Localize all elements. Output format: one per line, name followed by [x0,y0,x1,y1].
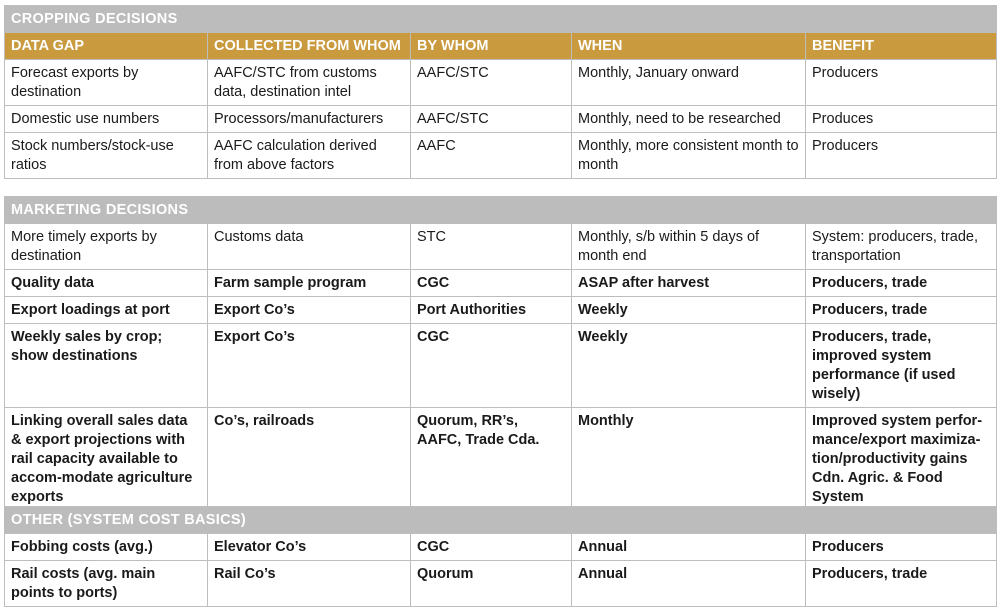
table-row: Quality data Farm sample program CGC ASA… [4,269,998,297]
section-title-other: OTHER (SYSTEM COST BASICS) [3,506,998,534]
cell-benefit: Producers, trade [804,560,998,607]
cell-data-gap: Domestic use numbers [4,105,208,133]
table-row: Rail costs (avg. main points to ports) R… [4,560,998,607]
cell-benefit: Produces [804,105,998,133]
cell-collected-from: Rail Co’s [207,560,411,607]
cell-when: Annual [571,533,806,561]
cell-by-whom: Port Authorities [410,296,572,324]
cell-when: ASAP after harvest [571,269,806,297]
table-row: Forecast exports by destination AAFC/STC… [4,59,998,106]
table-row: Fobbing costs (avg.) Elevator Co’s CGC A… [4,533,998,561]
table-row: Linking overall sales data & export proj… [4,407,998,511]
cell-collected-from: Co’s, railroads [207,407,411,511]
section-title-cropping: CROPPING DECISIONS [3,5,998,33]
table-row: Stock numbers/stock-use ratios AAFC calc… [4,132,998,179]
cell-collected-from: Farm sample program [207,269,411,297]
cell-data-gap: More timely exports by destination [4,223,208,270]
table-row: Weekly sales by crop; show destinations … [4,323,998,408]
cell-collected-from: AAFC/STC from customs data, destination … [207,59,411,106]
marketing-decisions-table: MARKETING DECISIONS More timely exports … [3,196,998,511]
cell-by-whom: AAFC/STC [410,105,572,133]
column-header-data-gap: DATA GAP [4,32,208,60]
cell-by-whom: STC [410,223,572,270]
cell-collected-from: Elevator Co’s [207,533,411,561]
column-header-collected-from: COLLECTED FROM WHOM [207,32,411,60]
cropping-decisions-table: CROPPING DECISIONS DATA GAP COLLECTED FR… [3,5,998,179]
cell-data-gap: Export loadings at port [4,296,208,324]
cell-benefit: Improved system perfor-mance/export maxi… [804,407,998,511]
cell-when: Weekly [571,323,806,408]
cell-when: Monthly, more consistent month to month [571,132,806,179]
cell-by-whom: Quorum, RR’s, AAFC, Trade Cda. [410,407,572,511]
cell-collected-from: AAFC calculation derived from above fact… [207,132,411,179]
cell-data-gap: Stock numbers/stock-use ratios [4,132,208,179]
column-header-when: WHEN [571,32,806,60]
cell-benefit: Producers [804,533,998,561]
cell-by-whom: Quorum [410,560,572,607]
column-header-by-whom: BY WHOM [410,32,572,60]
table-row: More timely exports by destination Custo… [4,223,998,270]
column-header-benefit: BENEFIT [804,32,998,60]
cell-by-whom: CGC [410,269,572,297]
cell-data-gap: Forecast exports by destination [4,59,208,106]
cell-by-whom: CGC [410,323,572,408]
column-header-row: DATA GAP COLLECTED FROM WHOM BY WHOM WHE… [4,32,998,60]
system-cost-basics-table: OTHER (SYSTEM COST BASICS) Fobbing costs… [3,506,998,607]
table-row: Export loadings at port Export Co’s Port… [4,296,998,324]
cell-benefit: Producers [804,132,998,179]
cell-data-gap: Rail costs (avg. main points to ports) [4,560,208,607]
cell-when: Monthly, need to be researched [571,105,806,133]
cell-benefit: Producers [804,59,998,106]
cell-by-whom: AAFC/STC [410,59,572,106]
cell-data-gap: Weekly sales by crop; show destinations [4,323,208,408]
cell-when: Monthly [571,407,806,511]
cell-by-whom: AAFC [410,132,572,179]
cell-benefit: Producers, trade, improved system perfor… [804,323,998,408]
table-row: Domestic use numbers Processors/manufact… [4,105,998,133]
cell-collected-from: Export Co’s [207,296,411,324]
cell-collected-from: Export Co’s [207,323,411,408]
cell-by-whom: CGC [410,533,572,561]
section-title-marketing: MARKETING DECISIONS [3,196,998,224]
cell-benefit: System: producers, trade, transportation [804,223,998,270]
cell-when: Monthly, s/b within 5 days of month end [571,223,806,270]
cell-benefit: Producers, trade [804,269,998,297]
cell-data-gap: Fobbing costs (avg.) [4,533,208,561]
cell-benefit: Producers, trade [804,296,998,324]
cell-when: Weekly [571,296,806,324]
cell-collected-from: Processors/manufacturers [207,105,411,133]
cell-data-gap: Quality data [4,269,208,297]
cell-collected-from: Customs data [207,223,411,270]
cell-when: Monthly, January onward [571,59,806,106]
cell-when: Annual [571,560,806,607]
cell-data-gap: Linking overall sales data & export proj… [4,407,208,511]
